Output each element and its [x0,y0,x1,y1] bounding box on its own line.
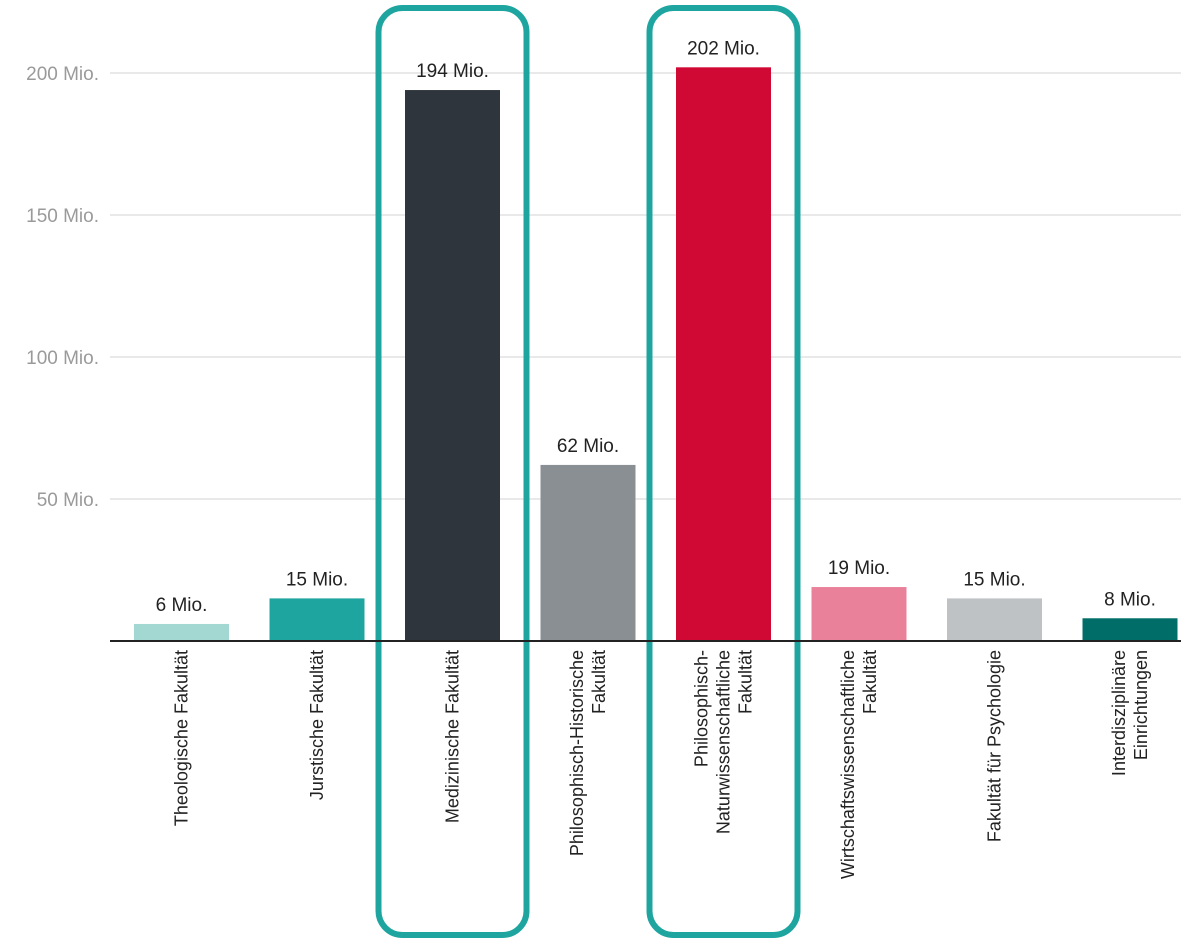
x-category-label: Wirtschaftswissenschaftliche Fakultät [838,650,880,879]
bar [676,67,771,641]
y-tick-label: 200 Mio. [26,64,99,85]
bar-value-label: 15 Mio. [963,569,1025,590]
bar [540,464,636,641]
highlight-frames [375,5,801,938]
y-tick-label: 50 Mio. [37,490,99,511]
bar-value-label: 15 Mio. [286,569,348,590]
bar-value-label: 8 Mio. [1104,589,1156,610]
x-category-label: Fakultät für Psychologie [985,650,1005,842]
x-category-label: Theologische Fakultät [172,650,192,826]
x-category-label: Philosophisch-Historische Fakultät [567,650,609,856]
y-tick-label: 150 Mio. [26,206,99,227]
bar-value-label: 202 Mio. [687,38,760,59]
value-labels: 6 Mio. 15 Mio. 194 Mio. 62 Mio. 202 Mio. 19 M… [156,38,1156,616]
x-category-label: Interdisziplinäre Einrichtungen [1109,650,1151,776]
category-labels: Theologische Fakultät Jurstische Fakultät… [172,650,1152,879]
bar [405,90,500,642]
x-category-label: Philosophisch- Naturwissenschaftliche Faku… [692,650,756,834]
bar-value-label: 6 Mio. [156,595,208,616]
bar-value-label: 62 Mio. [557,436,619,457]
highlight-frame [375,5,530,938]
bar [811,587,907,641]
y-axis-tick-labels: 50 Mio. 100 Mio. 150 Mio. 200 Mio. [26,64,99,511]
x-category-label: Medizinische Fakultät [443,650,463,823]
y-tick-label: 100 Mio. [26,348,99,369]
bar-value-label: 194 Mio. [416,61,489,82]
bar [134,623,229,641]
bar [269,598,365,641]
bar [947,598,1042,641]
highlight-frame [646,5,801,938]
bar-value-label: 19 Mio. [828,558,890,579]
gridlines [110,72,1181,500]
x-category-label: Jurstische Fakultät [307,650,327,800]
bar [1082,618,1178,641]
bars [134,67,1178,642]
